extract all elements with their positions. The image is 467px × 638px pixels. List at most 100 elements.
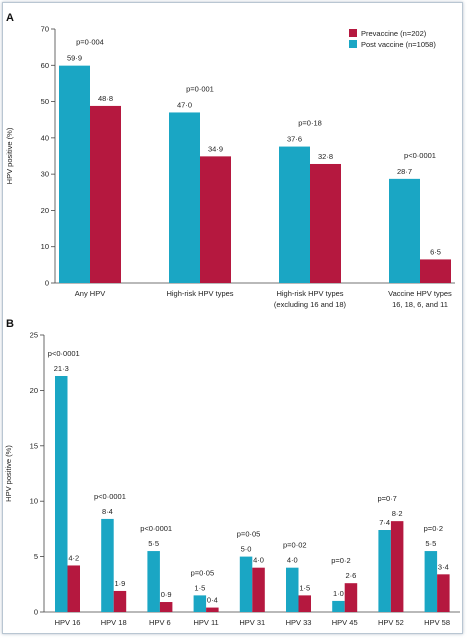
value-label-post-vaccine: 5·5 xyxy=(425,539,436,548)
p-value-label: p=0·2 xyxy=(424,524,443,533)
value-label-post-vaccine: 28·7 xyxy=(397,167,412,176)
bar-prevaccine xyxy=(437,574,450,612)
p-value-label: p=0·2 xyxy=(331,556,350,565)
value-label-post-vaccine: 21·3 xyxy=(54,364,69,373)
y-tick-label: 10 xyxy=(41,242,49,251)
y-tick-label: 60 xyxy=(41,61,49,70)
legend-entry: Prevaccine (n=202) xyxy=(361,29,427,38)
y-tick-label: 15 xyxy=(30,441,38,450)
bar-post-vaccine xyxy=(193,595,207,612)
bar-prevaccine xyxy=(67,565,80,612)
bar-prevaccine xyxy=(252,567,265,612)
p-value-label: p<0·0001 xyxy=(140,524,172,533)
p-value-label: p<0·0001 xyxy=(404,151,436,160)
value-label-post-vaccine: 1·0 xyxy=(333,589,344,598)
category-label: 16, 18, 6, and 11 xyxy=(392,300,448,309)
value-label-prevaccine: 8·2 xyxy=(392,509,403,518)
p-value-label: p=0·05 xyxy=(191,568,215,577)
value-label-post-vaccine: 59·9 xyxy=(67,54,82,63)
panel-b: B 0 5 10 15 20 25 HPV positive (%) 21·3 4·2 p<0·00… xyxy=(4,318,460,627)
p-value-label: p=0·004 xyxy=(76,38,104,47)
y-axis-title: HPV positive (%) xyxy=(5,127,14,184)
y-tick-label: 20 xyxy=(30,386,38,395)
legend-swatch xyxy=(349,40,357,48)
p-value-label: p<0·0001 xyxy=(48,349,80,358)
value-label-post-vaccine: 47·0 xyxy=(177,100,192,109)
bar-post-vaccine xyxy=(424,551,438,612)
value-label-prevaccine: 0·4 xyxy=(207,596,218,605)
category-label: HPV 45 xyxy=(332,618,358,627)
category-label: (excluding 16 and 18) xyxy=(274,300,347,309)
value-label-post-vaccine: 37·6 xyxy=(287,135,302,144)
category-label: HPV 33 xyxy=(286,618,312,627)
panel-a: A 0 10 20 30 40 50 60 70 HPV positive (%) 59·9 48·8… xyxy=(5,12,455,309)
bar-prevaccine xyxy=(200,156,231,283)
p-value-label: p=0·001 xyxy=(186,84,214,93)
bar-post-vaccine xyxy=(389,178,420,283)
bar-prevaccine xyxy=(390,521,404,612)
y-tick-label: 0 xyxy=(45,279,49,288)
bar-prevaccine xyxy=(113,590,127,612)
category-label: High-risk HPV types xyxy=(166,289,233,298)
bar-post-vaccine xyxy=(378,530,391,612)
bar-prevaccine xyxy=(159,602,173,612)
category-label: Vaccine HPV types xyxy=(388,289,452,298)
category-label: HPV 16 xyxy=(55,618,81,627)
bar-prevaccine xyxy=(344,583,358,612)
value-label-prevaccine: 1·9 xyxy=(115,579,126,588)
value-label-prevaccine: 6·5 xyxy=(430,247,441,256)
value-label-post-vaccine: 7·4 xyxy=(379,518,390,527)
bar-prevaccine xyxy=(298,595,311,612)
p-value-label: p<0·0001 xyxy=(94,492,126,501)
value-label-prevaccine: 0·9 xyxy=(161,590,172,599)
value-label-post-vaccine: 1·5 xyxy=(194,583,205,592)
value-label-prevaccine: 48·8 xyxy=(98,94,113,103)
category-label: HPV 31 xyxy=(239,618,265,627)
value-label-prevaccine: 2·6 xyxy=(346,571,357,580)
y-tick-label: 40 xyxy=(41,133,49,142)
panel-label: B xyxy=(6,318,14,330)
bar-post-vaccine xyxy=(101,518,114,612)
legend-swatch xyxy=(349,29,357,37)
p-value-label: p=0·7 xyxy=(377,494,396,503)
value-label-prevaccine: 1·5 xyxy=(299,583,310,592)
category-label: HPV 52 xyxy=(378,618,404,627)
bar-post-vaccine xyxy=(332,600,345,612)
bar-prevaccine xyxy=(206,607,219,612)
y-tick-label: 10 xyxy=(30,497,38,506)
p-value-label: p=0·18 xyxy=(298,119,322,128)
bar-post-vaccine xyxy=(239,556,253,612)
value-label-post-vaccine: 8·4 xyxy=(102,507,113,516)
bar-post-vaccine xyxy=(286,567,299,612)
bar-post-vaccine xyxy=(147,551,160,612)
y-tick-label: 20 xyxy=(41,206,49,215)
bar-prevaccine xyxy=(310,163,341,283)
value-label-prevaccine: 4·0 xyxy=(253,556,264,565)
value-label-prevaccine: 32·8 xyxy=(318,152,333,161)
y-tick-label: 25 xyxy=(30,331,38,340)
bar-post-vaccine xyxy=(59,65,90,283)
bar-post-vaccine xyxy=(169,112,200,283)
category-label: HPV 6 xyxy=(149,618,171,627)
panel-label: A xyxy=(6,12,14,24)
bar-post-vaccine xyxy=(279,146,310,283)
value-label-prevaccine: 3·4 xyxy=(438,562,449,571)
value-label-post-vaccine: 5·0 xyxy=(241,545,252,554)
y-tick-label: 30 xyxy=(41,170,49,179)
category-label: Any HPV xyxy=(75,289,105,298)
y-tick-label: 5 xyxy=(34,552,38,561)
category-label: HPV 11 xyxy=(193,618,218,627)
p-value-label: p=0·02 xyxy=(283,541,307,550)
y-tick-label: 70 xyxy=(41,25,49,34)
category-label: HPV 58 xyxy=(424,618,450,627)
bar-prevaccine xyxy=(90,105,121,283)
value-label-post-vaccine: 4·0 xyxy=(287,556,298,565)
y-axis-title: HPV positive (%) xyxy=(4,445,13,502)
value-label-prevaccine: 34·9 xyxy=(208,144,223,153)
bar-post-vaccine xyxy=(55,375,68,612)
y-tick-label: 0 xyxy=(34,608,38,617)
value-label-post-vaccine: 5·5 xyxy=(148,539,159,548)
value-label-prevaccine: 4·2 xyxy=(68,553,79,562)
